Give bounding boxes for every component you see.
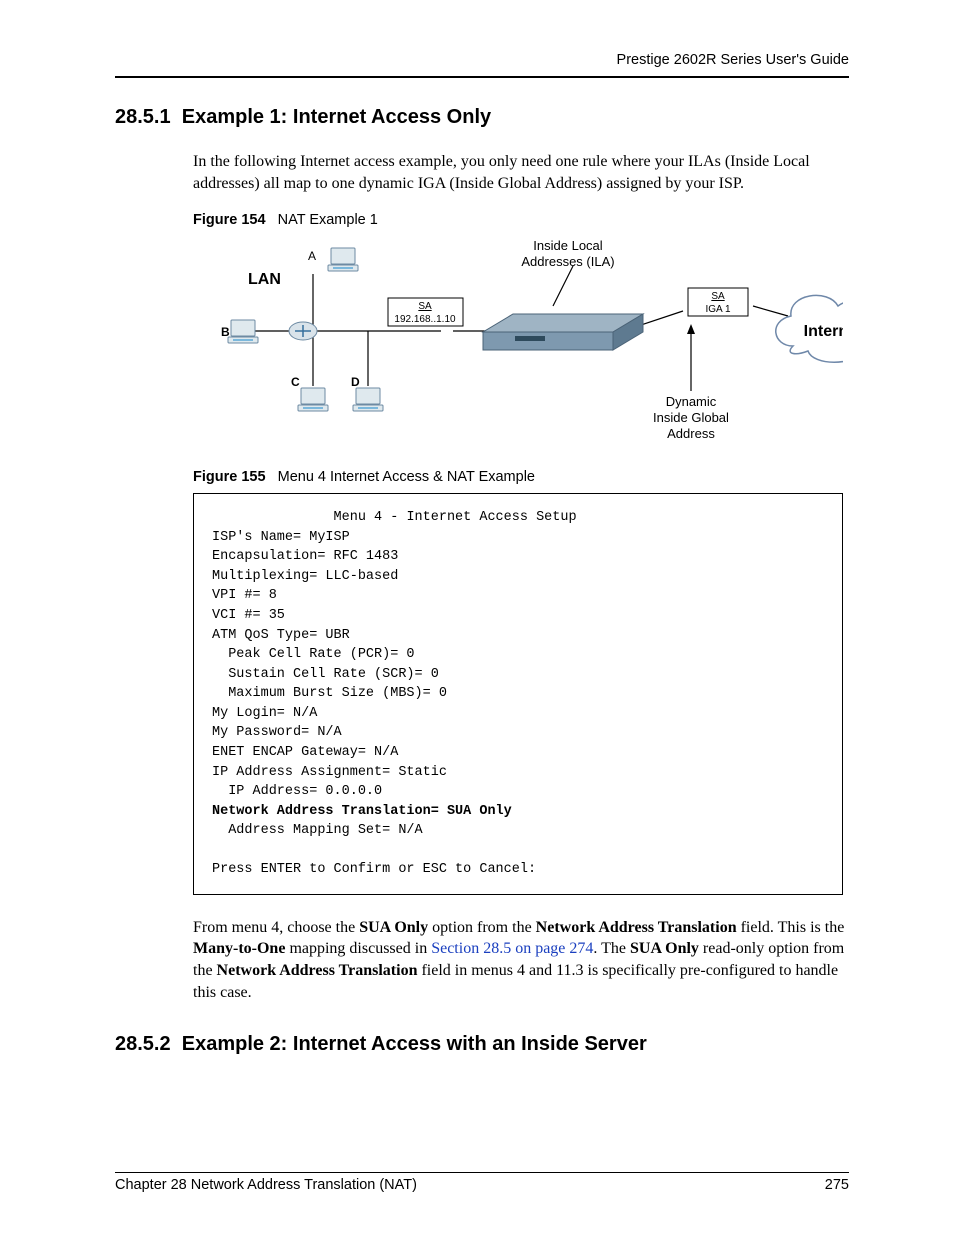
nat-device-icon xyxy=(483,314,643,350)
p2-t1: From menu 4, choose the xyxy=(193,919,359,936)
figure-154-title: NAT Example 1 xyxy=(278,212,378,228)
menu-title: Menu 4 - Internet Access Setup xyxy=(334,510,577,525)
ila-label-line2: Addresses (ILA) xyxy=(521,254,614,269)
section-number-1: 28.5.1 xyxy=(115,106,171,128)
nat-diagram: LAN Inside Local Addresses (ILA) A B C xyxy=(193,236,849,451)
page: Prestige 2602R Series User's Guide 28.5.… xyxy=(0,0,954,1235)
figure-154-label: Figure 154 xyxy=(193,212,266,228)
figure-155-title: Menu 4 Internet Access & NAT Example xyxy=(278,469,535,485)
node-d: D xyxy=(351,375,360,389)
router-icon xyxy=(289,322,317,340)
page-footer: Chapter 28 Network Address Translation (… xyxy=(115,1172,849,1193)
p2-b2: Network Address Translation xyxy=(536,919,737,936)
node-c: C xyxy=(291,375,300,389)
p2-b4: SUA Only xyxy=(630,940,699,957)
dyn-line3: Address xyxy=(667,426,715,441)
menu-after-bold: Address Mapping Set= N/A xyxy=(212,823,423,838)
p2-t4: mapping discussed in xyxy=(285,940,431,957)
p2-t5: . The xyxy=(593,940,630,957)
dyn-line2: Inside Global xyxy=(653,410,729,425)
explanatory-paragraph: From menu 4, choose the SUA Only option … xyxy=(115,917,849,1003)
section-heading-1: 28.5.1 Example 1: Internet Access Only xyxy=(115,106,849,129)
running-head: Prestige 2602R Series User's Guide xyxy=(115,52,849,68)
sa2-box: SA IGA 1 xyxy=(688,288,748,316)
p2-t2: option from the xyxy=(428,919,536,936)
p2-b1: SUA Only xyxy=(359,919,428,936)
node-b: B xyxy=(221,325,230,339)
section-number-2: 28.5.2 xyxy=(115,1033,171,1055)
internet-label: Internet xyxy=(804,323,843,340)
section-heading-2: 28.5.2 Example 2: Internet Access with a… xyxy=(115,1033,849,1056)
menu-lines: ISP's Name= MyISP Encapsulation= RFC 148… xyxy=(212,528,824,802)
menu-footer-line: Press ENTER to Confirm or ESC to Cancel: xyxy=(212,862,536,877)
sa1-label: SA xyxy=(418,301,432,312)
p2-t3: field. This is the xyxy=(737,919,845,936)
figure-155-label: Figure 155 xyxy=(193,469,266,485)
footer-page-number: 275 xyxy=(825,1177,849,1193)
intro-paragraph: In the following Internet access example… xyxy=(115,151,849,194)
ila-label-line1: Inside Local xyxy=(533,238,602,253)
dyn-line1: Dynamic xyxy=(666,394,717,409)
lan-label: LAN xyxy=(248,271,281,288)
section-title-2: Example 2: Internet Access with an Insid… xyxy=(182,1033,647,1055)
bottom-rule xyxy=(115,1172,849,1173)
figure-154-caption: Figure 154 NAT Example 1 xyxy=(115,212,849,228)
section-title-1: Example 1: Internet Access Only xyxy=(182,106,491,128)
iga-label: IGA 1 xyxy=(705,304,730,315)
footer-chapter: Chapter 28 Network Address Translation (… xyxy=(115,1177,417,1193)
sa1-ip: 192.168..1.10 xyxy=(394,314,456,325)
figure-155-caption: Figure 155 Menu 4 Internet Access & NAT … xyxy=(115,469,849,485)
section-cross-ref-link[interactable]: Section 28.5 on page 274 xyxy=(431,940,593,957)
sa2-label: SA xyxy=(711,291,725,302)
top-rule xyxy=(115,76,849,78)
menu-bold-line: Network Address Translation= SUA Only xyxy=(212,804,512,819)
internet-cloud-icon: Internet xyxy=(776,296,843,363)
sa1-box: SA 192.168..1.10 xyxy=(388,298,463,326)
p2-b5: Network Address Translation xyxy=(217,962,418,979)
p2-b3: Many-to-One xyxy=(193,940,285,957)
menu4-box: Menu 4 - Internet Access Setup ISP's Name… xyxy=(193,493,843,895)
nat-diagram-svg: LAN Inside Local Addresses (ILA) A B C xyxy=(193,236,843,446)
node-a: A xyxy=(308,249,316,263)
